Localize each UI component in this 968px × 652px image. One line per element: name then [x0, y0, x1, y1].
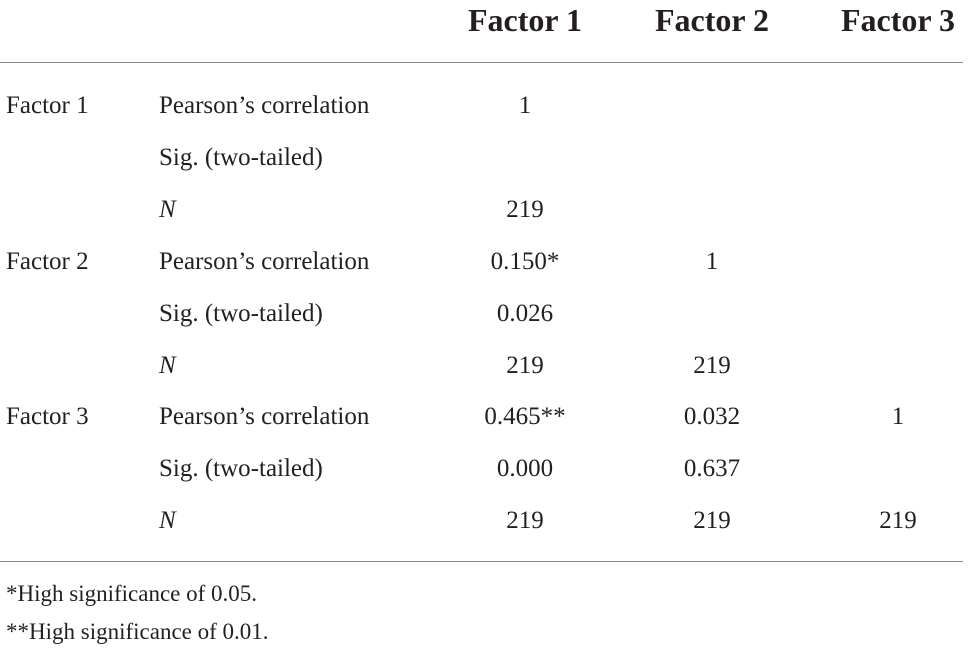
- table-cell: 219: [506, 352, 544, 379]
- table-cell: 1: [518, 92, 532, 119]
- column-header-factor-2: Factor 2: [654, 2, 770, 38]
- row-factor-label: Factor 1: [6, 92, 89, 119]
- row-statistic-label: Pearson’s correlation: [159, 248, 370, 275]
- table-cell: 0.637: [683, 455, 741, 482]
- row-factor-label: Factor 3: [6, 403, 89, 430]
- row-factor-label: Factor 2: [6, 248, 89, 275]
- table-cell: 0.465**: [484, 403, 566, 430]
- column-header-factor-3: Factor 3: [840, 2, 956, 38]
- table-cell: 1: [891, 403, 905, 430]
- row-statistic-label: N: [159, 352, 176, 379]
- table-cell: 0.000: [496, 455, 554, 482]
- table-cell: 219: [879, 507, 917, 534]
- column-header-factor-1: Factor 1: [467, 2, 583, 38]
- row-statistic-label: Pearson’s correlation: [159, 403, 370, 430]
- row-statistic-label: Sig. (two-tailed): [159, 144, 323, 171]
- table-bottom-divider: [0, 561, 963, 562]
- header-divider: [0, 62, 963, 63]
- table-cell: 0.026: [496, 300, 554, 327]
- table-cell: 0.150*: [490, 248, 560, 275]
- table-cell: 219: [693, 352, 731, 379]
- row-statistic-label: N: [159, 507, 176, 534]
- table-cell: 1: [705, 248, 719, 275]
- table-cell: 219: [506, 507, 544, 534]
- footnote: **High significance of 0.01.: [6, 619, 269, 644]
- table-cell: 219: [693, 507, 731, 534]
- row-statistic-label: Sig. (two-tailed): [159, 300, 323, 327]
- table-cell: 219: [506, 196, 544, 223]
- table-cell: 0.032: [683, 403, 741, 430]
- row-statistic-label: Sig. (two-tailed): [159, 455, 323, 482]
- footnote: *High significance of 0.05.: [6, 581, 258, 606]
- row-statistic-label: N: [159, 196, 176, 223]
- row-statistic-label: Pearson’s correlation: [159, 92, 370, 119]
